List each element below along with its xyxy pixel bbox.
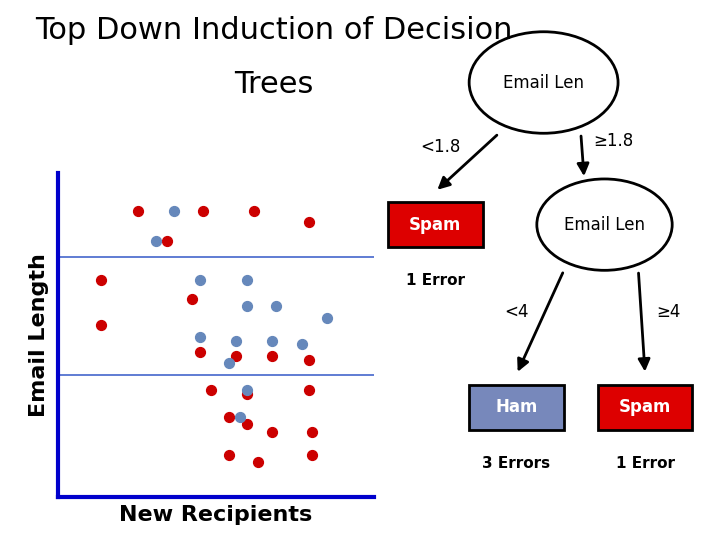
X-axis label: New Recipients: New Recipients <box>120 505 312 525</box>
Point <box>230 352 242 360</box>
Text: ≥4: ≥4 <box>657 303 681 321</box>
Point <box>248 207 260 215</box>
Point <box>186 294 198 303</box>
Point <box>266 352 278 360</box>
Text: 1 Error: 1 Error <box>616 456 675 470</box>
Text: 3 Errors: 3 Errors <box>482 456 551 470</box>
Text: Spam: Spam <box>619 399 671 416</box>
Text: 1 Error: 1 Error <box>406 273 465 288</box>
FancyBboxPatch shape <box>469 384 564 430</box>
Point <box>321 313 333 322</box>
Point <box>223 450 235 459</box>
Point <box>197 207 209 215</box>
Point <box>96 321 107 329</box>
Text: Email Len: Email Len <box>564 215 645 234</box>
Point <box>266 428 278 436</box>
Point <box>252 458 264 467</box>
Point <box>96 275 107 284</box>
Point <box>241 386 253 394</box>
Point <box>241 420 253 429</box>
Point <box>234 413 246 421</box>
Text: Ham: Ham <box>495 399 538 416</box>
Point <box>150 237 162 246</box>
Point <box>266 336 278 345</box>
Point <box>194 348 205 356</box>
Point <box>223 413 235 421</box>
Point <box>168 207 180 215</box>
Point <box>241 389 253 398</box>
Point <box>307 450 318 459</box>
Point <box>303 218 315 227</box>
Point <box>230 336 242 345</box>
FancyBboxPatch shape <box>388 202 482 247</box>
Text: <4: <4 <box>504 303 528 321</box>
Point <box>161 237 173 246</box>
Point <box>303 355 315 364</box>
Point <box>296 340 307 349</box>
Text: Trees: Trees <box>234 70 313 99</box>
Ellipse shape <box>537 179 672 271</box>
Point <box>223 359 235 368</box>
Text: <1.8: <1.8 <box>420 138 460 156</box>
FancyBboxPatch shape <box>598 384 693 430</box>
Point <box>194 333 205 341</box>
Text: ≥1.8: ≥1.8 <box>593 132 633 150</box>
Ellipse shape <box>469 32 618 133</box>
Y-axis label: Email Length: Email Length <box>30 253 49 417</box>
Point <box>303 386 315 394</box>
Point <box>132 207 143 215</box>
Point <box>307 428 318 436</box>
Text: Spam: Spam <box>409 215 462 234</box>
Text: Top Down Induction of Decision: Top Down Induction of Decision <box>35 16 513 45</box>
Point <box>241 275 253 284</box>
Point <box>204 386 216 394</box>
Point <box>241 302 253 310</box>
Text: Email Len: Email Len <box>503 73 584 91</box>
Point <box>194 275 205 284</box>
Point <box>270 302 282 310</box>
